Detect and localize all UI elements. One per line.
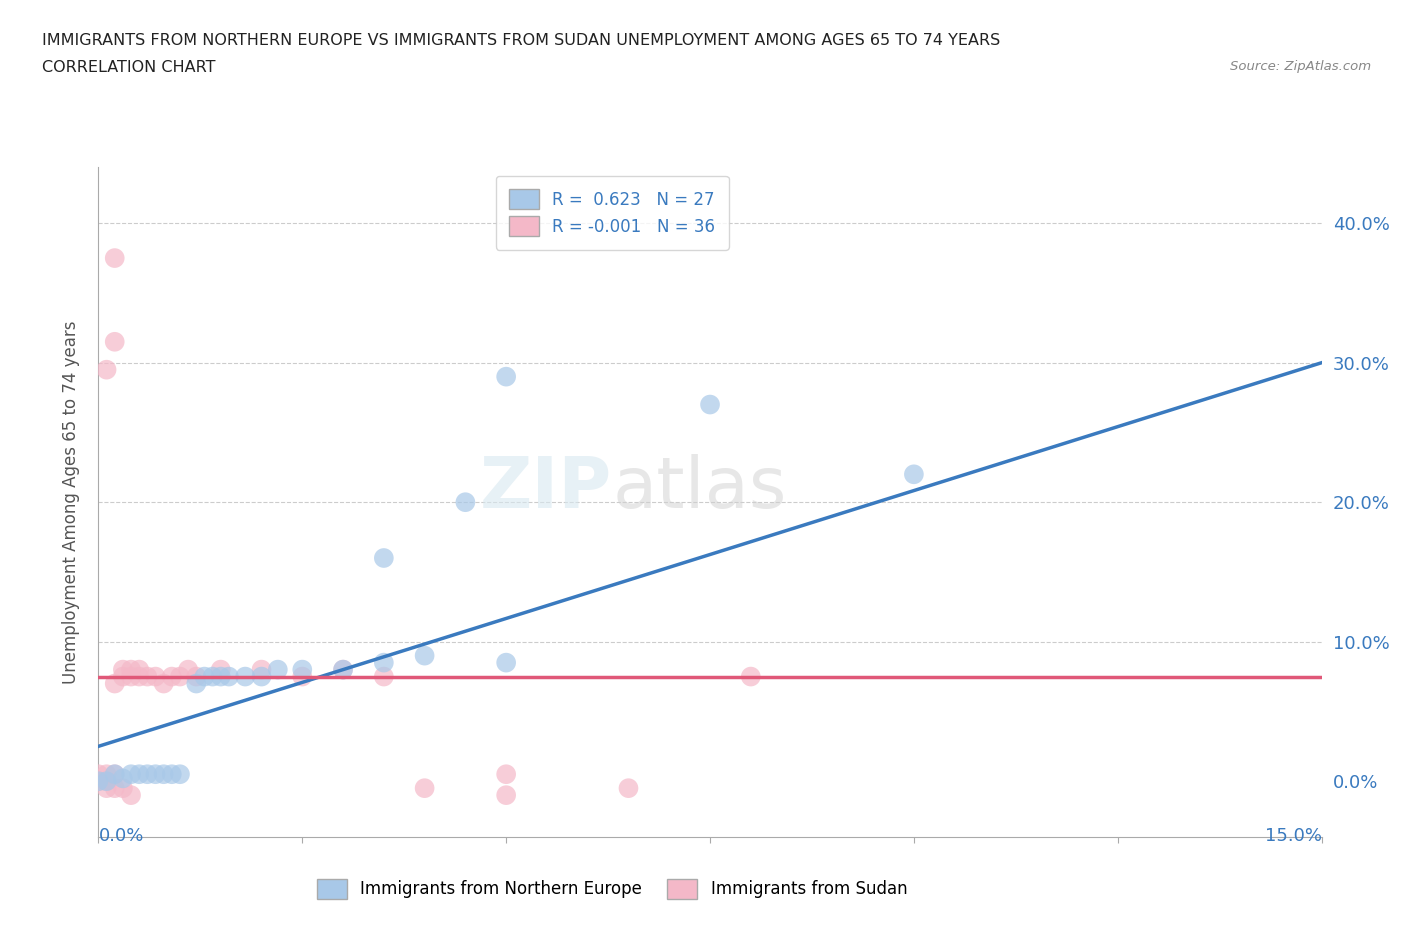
Point: [111, 781, 134, 796]
Point: [413, 781, 436, 796]
Point: [160, 766, 183, 781]
Point: [291, 670, 314, 684]
Point: [169, 670, 191, 684]
Point: [152, 676, 174, 691]
Point: [495, 656, 517, 671]
Point: [104, 766, 127, 781]
Point: [96, 774, 118, 789]
Point: [128, 662, 150, 677]
Point: [903, 467, 925, 482]
Point: [128, 670, 150, 684]
Point: [111, 670, 134, 684]
Point: [201, 670, 224, 684]
Point: [267, 662, 290, 677]
Point: [250, 662, 273, 677]
Point: [152, 766, 174, 781]
Point: [177, 662, 200, 677]
Point: [699, 397, 721, 412]
Text: 15.0%: 15.0%: [1264, 828, 1322, 845]
Point: [136, 766, 159, 781]
Point: [291, 662, 314, 677]
Point: [209, 662, 232, 677]
Point: [373, 656, 395, 671]
Text: Source: ZipAtlas.com: Source: ZipAtlas.com: [1230, 60, 1371, 73]
Point: [332, 662, 354, 677]
Point: [104, 766, 127, 781]
Text: CORRELATION CHART: CORRELATION CHART: [42, 60, 215, 75]
Text: atlas: atlas: [612, 455, 786, 524]
Text: ZIP: ZIP: [479, 455, 612, 524]
Point: [373, 670, 395, 684]
Point: [332, 662, 354, 677]
Point: [169, 766, 191, 781]
Point: [218, 670, 240, 684]
Point: [617, 781, 640, 796]
Point: [111, 662, 134, 677]
Point: [96, 766, 118, 781]
Point: [186, 676, 208, 691]
Point: [96, 363, 118, 378]
Point: [145, 766, 167, 781]
Point: [104, 251, 127, 266]
Point: [186, 670, 208, 684]
Point: [87, 774, 110, 789]
Point: [413, 648, 436, 663]
Point: [136, 670, 159, 684]
Point: [454, 495, 477, 510]
Point: [87, 774, 110, 789]
Text: 0.0%: 0.0%: [98, 828, 143, 845]
Point: [495, 766, 517, 781]
Point: [373, 551, 395, 565]
Point: [740, 670, 762, 684]
Point: [209, 670, 232, 684]
Point: [250, 670, 273, 684]
Point: [145, 670, 167, 684]
Point: [111, 771, 134, 786]
Point: [160, 670, 183, 684]
Point: [120, 788, 142, 803]
Point: [87, 766, 110, 781]
Point: [233, 670, 256, 684]
Point: [120, 670, 142, 684]
Point: [104, 676, 127, 691]
Legend: Immigrants from Northern Europe, Immigrants from Sudan: Immigrants from Northern Europe, Immigra…: [307, 869, 917, 909]
Text: IMMIGRANTS FROM NORTHERN EUROPE VS IMMIGRANTS FROM SUDAN UNEMPLOYMENT AMONG AGES: IMMIGRANTS FROM NORTHERN EUROPE VS IMMIG…: [42, 33, 1001, 47]
Y-axis label: Unemployment Among Ages 65 to 74 years: Unemployment Among Ages 65 to 74 years: [62, 321, 80, 684]
Point: [128, 766, 150, 781]
Point: [495, 369, 517, 384]
Point: [120, 766, 142, 781]
Point: [104, 781, 127, 796]
Point: [96, 774, 118, 789]
Point: [193, 670, 215, 684]
Point: [96, 781, 118, 796]
Point: [104, 335, 127, 350]
Point: [120, 662, 142, 677]
Point: [495, 788, 517, 803]
